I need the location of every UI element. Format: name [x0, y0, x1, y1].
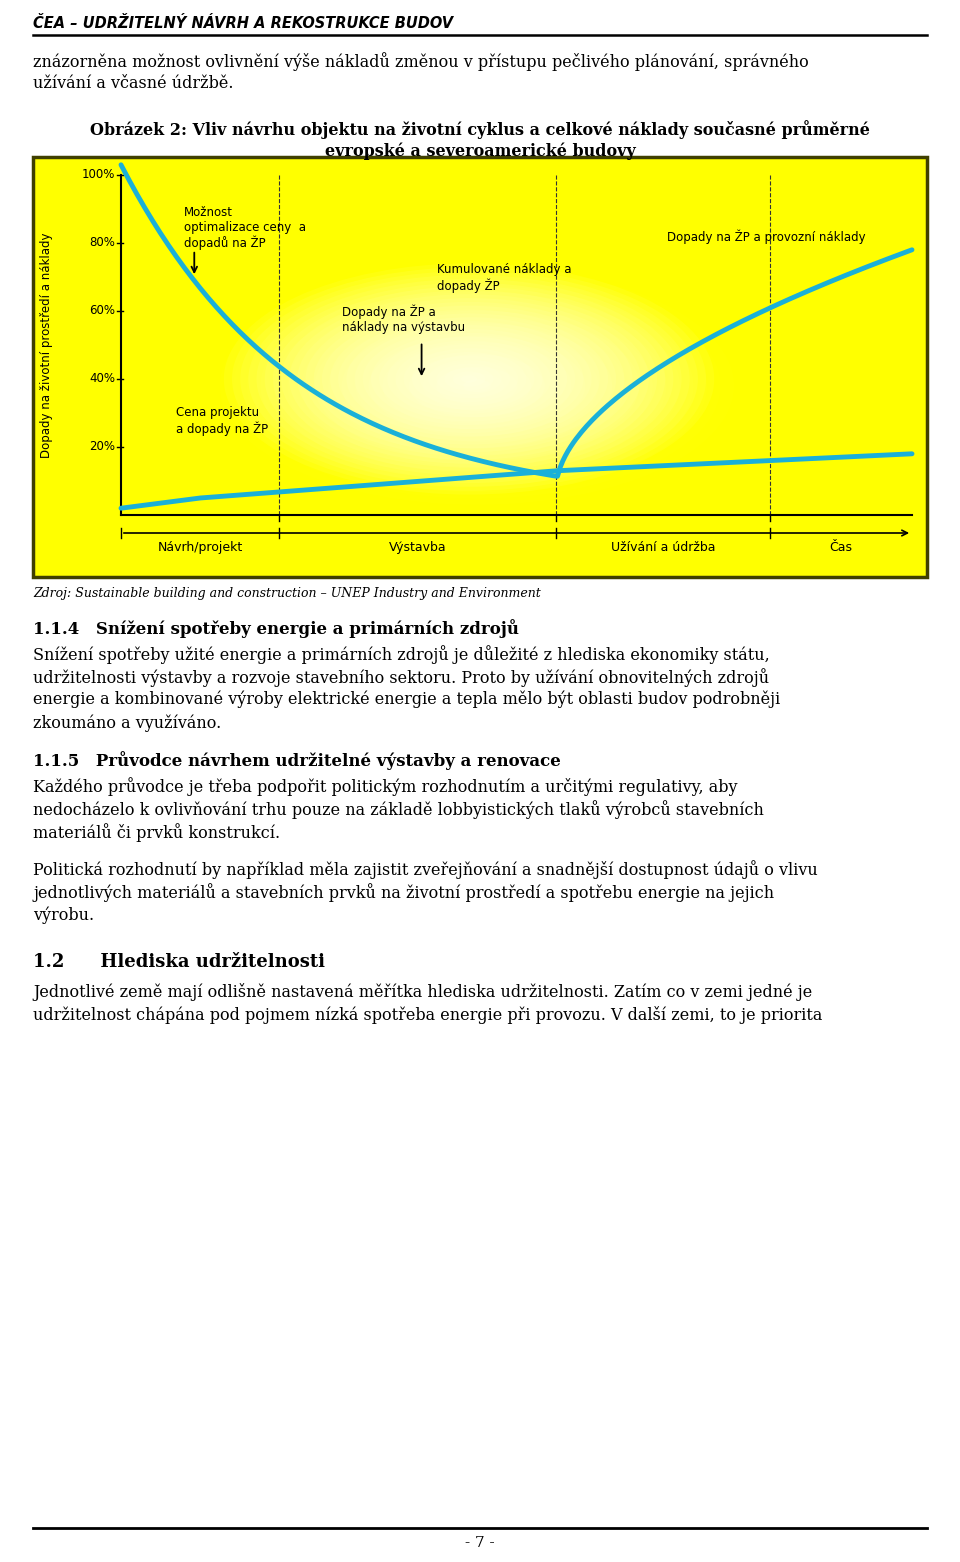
Ellipse shape [289, 294, 649, 464]
Ellipse shape [461, 375, 477, 383]
Text: udržitelnost chápána pod pojmem nízká spotřeba energie při provozu. V další zemi: udržitelnost chápána pod pojmem nízká sp… [33, 1006, 823, 1025]
Ellipse shape [224, 264, 714, 495]
Ellipse shape [379, 337, 559, 422]
Ellipse shape [265, 283, 673, 475]
Text: výrobu.: výrobu. [33, 906, 94, 923]
Text: nedocházelo k ovlivňování trhu pouze na základě lobbyistických tlaků výrobců sta: nedocházelo k ovlivňování trhu pouze na … [33, 800, 764, 818]
Text: Návrh/projekt: Návrh/projekt [157, 540, 243, 555]
Text: Kumulované náklady a
dopady ŽP: Kumulované náklady a dopady ŽP [438, 264, 572, 294]
Bar [33, 158, 927, 576]
Text: Jednotlivé země mají odlišně nastavená měřítka hlediska udržitelnosti. Zatím co : Jednotlivé země mají odlišně nastavená m… [33, 982, 812, 1001]
Text: 100%: 100% [82, 169, 115, 181]
Text: Zdroj: Sustainable building and construction – UNEP Industry and Environment: Zdroj: Sustainable building and construc… [33, 587, 540, 600]
Ellipse shape [232, 267, 706, 490]
Text: Čas: Čas [829, 540, 852, 555]
Ellipse shape [396, 344, 542, 414]
Ellipse shape [347, 322, 591, 437]
Text: užívání a včasné údržbě.: užívání a včasné údržbě. [33, 75, 233, 92]
Ellipse shape [256, 278, 682, 480]
Ellipse shape [249, 275, 689, 483]
Ellipse shape [428, 359, 510, 398]
Ellipse shape [420, 356, 518, 401]
Text: Dopady na životní prostředí a náklady: Dopady na životní prostředí a náklady [40, 233, 54, 458]
Text: Dopady na ŽP a
náklady na výstavbu: Dopady na ŽP a náklady na výstavbu [343, 305, 466, 334]
Ellipse shape [453, 372, 486, 387]
Text: Obrázek 2: Vliv návrhu objektu na životní cyklus a celkové náklady současné prům: Obrázek 2: Vliv návrhu objektu na životn… [90, 120, 870, 139]
Text: jednotlivých materiálů a stavebních prvků na životní prostředí a spotřebu energi: jednotlivých materiálů a stavebních prvk… [33, 883, 774, 901]
Ellipse shape [314, 306, 624, 453]
Text: Možnost
optimalizace ceny  a
dopadů na ŽP: Možnost optimalizace ceny a dopadů na ŽP [184, 206, 306, 250]
Text: Každého průvodce je třeba podpořit politickým rozhodnutím a určitými regulativy,: Každého průvodce je třeba podpořit polit… [33, 776, 737, 797]
Text: - 7 -: - 7 - [466, 1535, 494, 1550]
Text: znázorněna možnost ovlivnění výše nákladů změnou v přístupu pečlivého plánování,: znázorněna možnost ovlivnění výše náklad… [33, 52, 808, 70]
Text: evropské a severoamerické budovy: evropské a severoamerické budovy [324, 144, 636, 161]
Text: materiálů či prvků konstrukcí.: materiálů či prvků konstrukcí. [33, 823, 280, 842]
Text: ČEA – UDRŽITELNÝ NÁVRH A REKOSTRUKCE BUDOV: ČEA – UDRŽITELNÝ NÁVRH A REKOSTRUKCE BUD… [33, 16, 453, 31]
Text: 1.1.5 Průvodce návrhem udržitelné výstavby a renovace: 1.1.5 Průvodce návrhem udržitelné výstav… [33, 751, 561, 770]
Text: Snížení spotřeby užité energie a primárních zdrojů je důležité z hlediska ekonom: Snížení spotřeby užité energie a primárn… [33, 645, 770, 664]
Ellipse shape [330, 314, 608, 445]
Ellipse shape [444, 367, 493, 390]
Text: Výstavba: Výstavba [389, 540, 446, 555]
Ellipse shape [281, 291, 657, 467]
Ellipse shape [298, 298, 640, 459]
Text: Cena projektu
a dopady na ŽP: Cena projektu a dopady na ŽP [177, 406, 269, 436]
Ellipse shape [403, 348, 535, 409]
Ellipse shape [273, 286, 665, 472]
Ellipse shape [387, 341, 551, 417]
Ellipse shape [363, 330, 575, 430]
Text: Dopady na ŽP a provozní náklady: Dopady na ŽP a provozní náklady [667, 230, 865, 244]
Text: 40%: 40% [89, 372, 115, 386]
Ellipse shape [305, 301, 633, 456]
Text: Politická rozhodnutí by například měla zajistit zveřejňování a snadnější dostupn: Politická rozhodnutí by například měla z… [33, 861, 818, 879]
Ellipse shape [437, 364, 502, 395]
Text: energie a kombinované výroby elektrické energie a tepla mělo být oblasti budov p: energie a kombinované výroby elektrické … [33, 690, 780, 709]
Ellipse shape [412, 351, 526, 406]
Text: Užívání a údržba: Užívání a údržba [611, 540, 715, 555]
Text: 20%: 20% [89, 440, 115, 453]
Text: 1.2  Hlediska udržitelnosti: 1.2 Hlediska udržitelnosti [33, 953, 325, 972]
Text: 80%: 80% [89, 236, 115, 250]
Text: udržitelnosti výstavby a rozvoje stavebního sektoru. Proto by užívání obnoviteln: udržitelnosti výstavby a rozvoje stavebn… [33, 669, 769, 687]
Ellipse shape [354, 325, 584, 433]
Text: 1.1.4 Snížení spotřeby energie a primárních zdrojů: 1.1.4 Snížení spotřeby energie a primárn… [33, 619, 519, 637]
Ellipse shape [240, 272, 698, 487]
Text: 60%: 60% [89, 305, 115, 317]
Ellipse shape [338, 317, 600, 440]
Ellipse shape [371, 333, 567, 425]
Text: zkoumáno a využíváno.: zkoumáno a využíváno. [33, 714, 221, 731]
Ellipse shape [322, 309, 616, 448]
